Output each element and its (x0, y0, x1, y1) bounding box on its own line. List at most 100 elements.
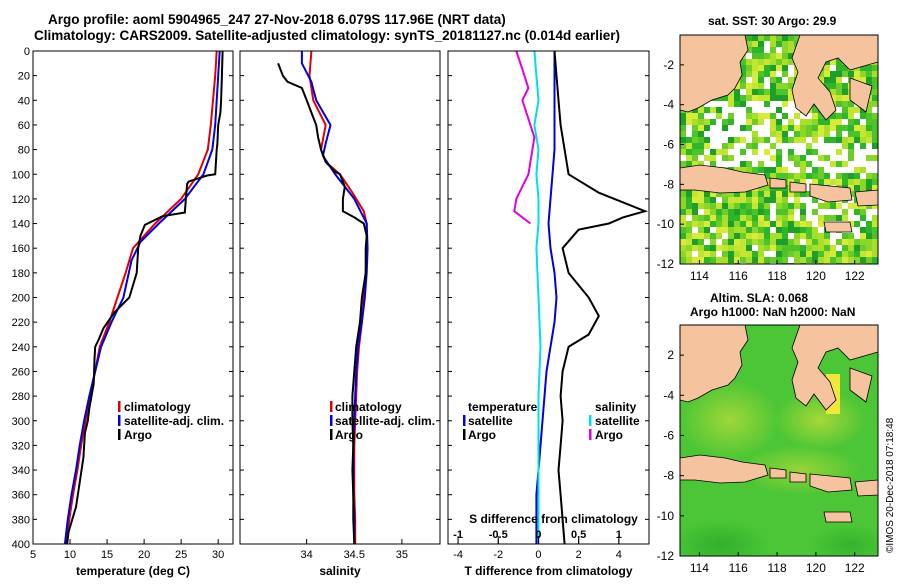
sst-cell (716, 107, 722, 113)
sst-cell (836, 257, 842, 263)
sst-cell (686, 203, 692, 209)
sst-cell (740, 149, 746, 155)
sst-cell (770, 65, 776, 71)
sst-cell (728, 251, 734, 257)
sst-cell (722, 191, 728, 197)
sst-cell (800, 203, 806, 209)
x-tick-label: 15 (101, 549, 113, 561)
sst-cell (686, 143, 692, 149)
sst-cell (764, 185, 770, 191)
sst-cell (782, 167, 788, 173)
sst-cell (782, 95, 788, 101)
y-tick-label: 140 (12, 219, 30, 231)
sst-cell (872, 89, 878, 95)
sst-cell (758, 137, 764, 143)
sst-cell (764, 167, 770, 173)
sst-cell (764, 221, 770, 227)
sst-cell (770, 131, 776, 137)
sst-cell (752, 35, 758, 41)
sla-map: Altim. SLA: 0.068 Argo h1000: NaN h2000:… (657, 291, 879, 575)
sst-cell (770, 221, 776, 227)
land-sumba (823, 511, 853, 523)
sst-cell (758, 119, 764, 125)
land-lombok (789, 181, 807, 193)
sst-cell (758, 257, 764, 263)
sst-cell (794, 179, 800, 185)
sst-cell (836, 131, 842, 137)
sst-cell (704, 143, 710, 149)
series-Argo (66, 50, 224, 545)
sst-cell (812, 149, 818, 155)
sst-cell (782, 59, 788, 65)
y-tick-label: 260 (12, 366, 30, 378)
land-java (680, 164, 769, 194)
y-tick-label: 100 (12, 169, 30, 181)
sst-cell (830, 125, 836, 131)
x-tick-label: 34 (301, 549, 313, 561)
sst-map-title: sat. SST: 30 Argo: 29.9 (708, 14, 837, 28)
legend-label-argo: Argo (595, 428, 623, 442)
sst-cell (728, 239, 734, 245)
sst-cell (734, 197, 740, 203)
sst-cell (710, 191, 716, 197)
sst-cell (806, 119, 812, 125)
sst-cell (770, 167, 776, 173)
difference-panel: -4 -2 0 2 4 T difference from climatology S di… (447, 50, 650, 578)
sst-cell (800, 119, 806, 125)
sst-cell (782, 137, 788, 143)
sst-cell (788, 245, 794, 251)
sst-cell (848, 245, 854, 251)
sst-cell (824, 125, 830, 131)
sst-cell (680, 251, 686, 257)
x-tick-label: 30 (212, 549, 224, 561)
map-x-tick-label: 118 (767, 269, 786, 283)
sst-cell (770, 41, 776, 47)
sst-cell (752, 149, 758, 155)
sst-cell (752, 47, 758, 53)
sst-cell (764, 173, 770, 179)
sst-cell (764, 71, 770, 77)
sst-cell (734, 209, 740, 215)
sst-cell (830, 77, 836, 83)
sst-cell (692, 149, 698, 155)
sst-cell (788, 137, 794, 143)
sst-cell (716, 209, 722, 215)
sst-cell (728, 197, 734, 203)
sst-cell (866, 155, 872, 161)
sst-cell (728, 227, 734, 233)
sst-cell (872, 239, 878, 245)
sst-cell (776, 227, 782, 233)
sst-cell (722, 209, 728, 215)
sst-cell (788, 203, 794, 209)
sst-cell (854, 209, 860, 215)
sst-cell (704, 119, 710, 125)
sst-cell (866, 137, 872, 143)
sst-cell (722, 119, 728, 125)
sst-cell (848, 179, 854, 185)
sst-cell (716, 233, 722, 239)
sst-cell (800, 179, 806, 185)
sst-cell (818, 167, 824, 173)
sst-cell (860, 239, 866, 245)
sst-cell (794, 251, 800, 257)
sst-cell (776, 107, 782, 113)
temperature-frame (32, 50, 234, 545)
sst-cell (860, 143, 866, 149)
sst-cell (758, 113, 764, 119)
sst-cell (818, 245, 824, 251)
map-y-tick-label: -4 (663, 388, 674, 402)
sst-cell (698, 191, 704, 197)
sst-cell (848, 233, 854, 239)
sst-cell (854, 137, 860, 143)
sst-cell (686, 251, 692, 257)
sst-cell (698, 239, 704, 245)
sst-cell (818, 203, 824, 209)
sst-cell (872, 233, 878, 239)
sst-cell (842, 89, 848, 95)
y-tick-label: 300 (12, 416, 30, 428)
sst-cell (848, 239, 854, 245)
x-tick-label: 25 (175, 549, 187, 561)
series-satellite-adj-clim (300, 51, 369, 544)
sst-cell (836, 137, 842, 143)
sst-cell (830, 257, 836, 263)
